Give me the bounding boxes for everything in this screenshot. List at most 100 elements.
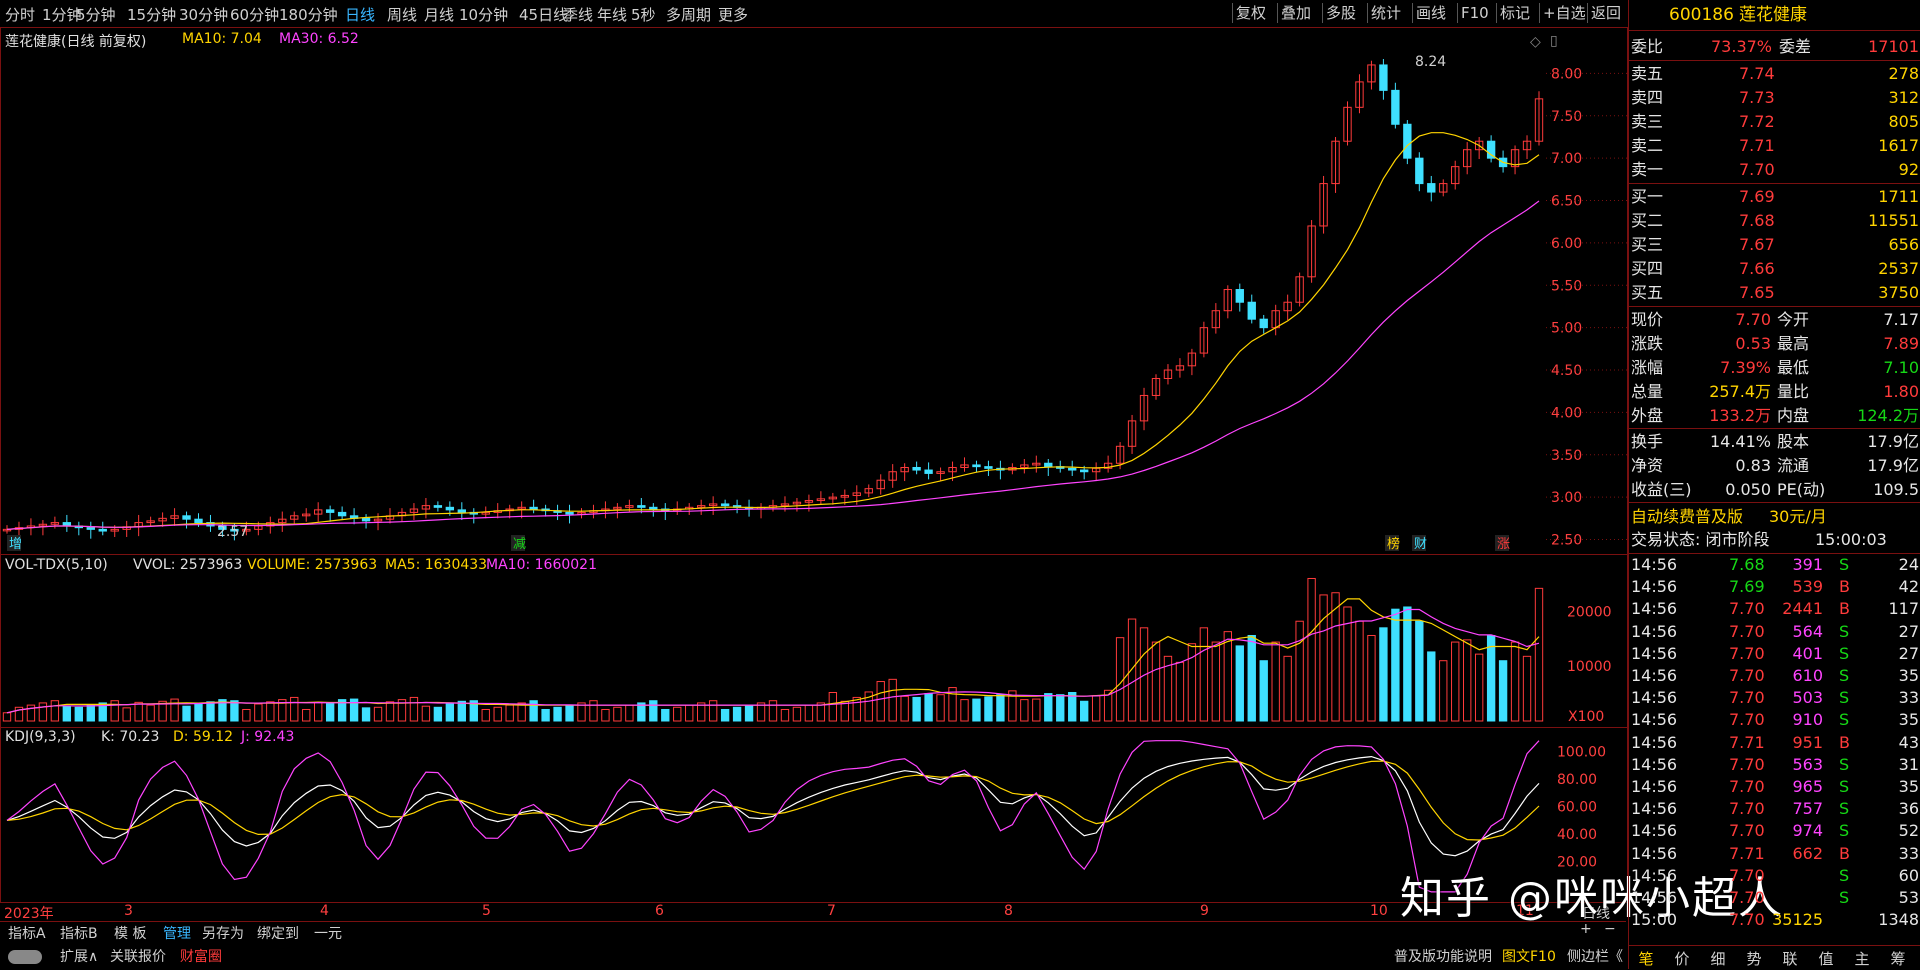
period-6[interactable]: 180分钟 — [279, 6, 338, 24]
date-tick-9: 11 — [1516, 903, 1534, 919]
toolbar-1[interactable]: 叠加 — [1277, 3, 1314, 23]
period-15[interactable]: 多周期 — [666, 6, 712, 24]
asks-row-4[interactable]: 卖一 7.70 92 — [1629, 158, 1920, 182]
toggle-switch[interactable] — [8, 950, 42, 964]
bottom-bar-2[interactable]: 财富圈 — [180, 949, 222, 965]
bids-row-0[interactable]: 买一 7.69 1711 — [1629, 185, 1920, 209]
period-5[interactable]: 60分钟 — [230, 6, 280, 24]
period-8[interactable]: 周线 — [387, 6, 418, 24]
bottom-right-2[interactable]: 侧边栏《 — [1567, 949, 1623, 965]
price-chart[interactable]: 8.00 7.50 7.00 6.50 6.00 5.50 5.00 4.50 4.00 3.50… — [0, 27, 1628, 555]
price-plot[interactable]: 8.00 7.50 7.00 6.50 6.00 5.50 5.00 4.50 4.00 3.50… — [1, 28, 1627, 554]
indicator-bar-6[interactable]: 一元 — [314, 926, 342, 942]
period-7[interactable]: 日线 — [345, 6, 376, 24]
period-11[interactable]: 45日线 — [519, 6, 569, 24]
bottom-right-0[interactable]: 普及版功能说明 — [1394, 949, 1492, 965]
toolbar-8[interactable]: 返回 — [1587, 3, 1624, 23]
bids-row-4[interactable]: 买五 7.65 3750 — [1629, 281, 1920, 305]
period-16[interactable]: 更多 — [718, 6, 749, 24]
period-14[interactable]: 5秒 — [631, 6, 656, 24]
volume-bar-50 — [601, 708, 610, 722]
side-tab-4[interactable]: 联 — [1782, 950, 1798, 968]
tick-time: 14:56 — [1631, 666, 1678, 685]
asks-row-3[interactable]: 卖二 7.71 1617 — [1629, 134, 1920, 158]
candle-101 — [1211, 310, 1221, 329]
toolbar-4[interactable]: 画线 — [1412, 3, 1449, 23]
toolbar-0[interactable]: 复权 — [1232, 3, 1269, 23]
period-10[interactable]: 10分钟 — [459, 6, 509, 24]
bids-row-1[interactable]: 买二 7.68 11551 — [1629, 209, 1920, 233]
indicator-bar-2[interactable]: 模 板 — [114, 926, 147, 942]
promo-price[interactable]: 30元/月 — [1769, 507, 1827, 526]
stats2-value-a: 0.050 — [1725, 480, 1771, 499]
bottom-right-1[interactable]: 图文F10 — [1502, 949, 1556, 965]
kdj-plot[interactable]: 100.00 80.00 60.00 40.00 20.00 — [1, 728, 1627, 902]
zoom-out-button[interactable]: − — [1604, 921, 1616, 937]
axis-mode[interactable]: 日线 — [1582, 906, 1610, 922]
side-tab-5[interactable]: 值 — [1818, 950, 1834, 968]
toolbar-5[interactable]: F10 — [1457, 3, 1492, 23]
candle-92 — [1103, 462, 1113, 469]
volume-bar-109 — [1307, 577, 1316, 722]
indicator-bar-3[interactable]: 管理 — [163, 926, 191, 942]
side-tab-7[interactable]: 筹 — [1890, 950, 1906, 968]
period-4[interactable]: 30分钟 — [179, 6, 229, 24]
promo-text[interactable]: 自动续费普及版 — [1631, 507, 1744, 526]
tick-volume: 563 — [1792, 754, 1823, 774]
period-2[interactable]: 5分钟 — [76, 6, 116, 24]
bids-row-3[interactable]: 买四 7.66 2537 — [1629, 257, 1920, 281]
expand-icon[interactable]: ◇ — [1530, 34, 1541, 50]
candle-127 — [1522, 140, 1532, 151]
period-9[interactable]: 月线 — [424, 6, 455, 24]
asks-row-1[interactable]: 卖四 7.73 312 — [1629, 86, 1920, 110]
volume-bar-125 — [1498, 660, 1508, 722]
volume-bar-57 — [685, 704, 694, 722]
tick-count: 24 — [1898, 555, 1919, 574]
side-tab-2[interactable]: 细 — [1710, 950, 1726, 968]
bottom-bar-1[interactable]: 关联报价 — [110, 949, 166, 965]
period-12[interactable]: 季线 — [563, 6, 594, 24]
tick-count: 35 — [1898, 777, 1919, 796]
volume-indicator-label[interactable]: VOL-TDX(5,10) — [5, 557, 108, 573]
tick-count: 33 — [1898, 843, 1919, 863]
bids-row-2[interactable]: 买三 7.67 656 — [1629, 233, 1920, 257]
bids-price: 7.69 — [1739, 187, 1775, 206]
volume-panel[interactable]: 20000 10000 VOL-TDX(5,10) VVOL: 2573963 V… — [0, 554, 1628, 728]
indicator-bar-5[interactable]: 绑定到 — [257, 926, 299, 942]
stats-value-b: 1.80 — [1883, 382, 1919, 401]
volume-bar-85 — [1020, 699, 1029, 722]
volume-plot[interactable]: 20000 10000 — [1, 555, 1627, 727]
toolbar-3[interactable]: 统计 — [1367, 3, 1404, 23]
volume-bar-71 — [852, 696, 861, 722]
kdj-panel[interactable]: 100.00 80.00 60.00 40.00 20.00 KDJ(9,3,3) K:… — [0, 727, 1628, 903]
indicator-bar-0[interactable]: 指标A — [8, 926, 46, 942]
asks-row-0[interactable]: 卖五 7.74 278 — [1629, 62, 1920, 86]
volume-bar-74 — [888, 678, 897, 722]
side-tab-3[interactable]: 势 — [1746, 950, 1762, 968]
window-icon[interactable]: ▯ — [1550, 33, 1558, 49]
period-0[interactable]: 分时 — [5, 6, 36, 24]
volume-bar-20 — [242, 708, 251, 722]
date-tick-0: 2023年 — [4, 906, 54, 922]
toolbar-6[interactable]: 标记 — [1496, 3, 1533, 23]
indicator-bar-4[interactable]: 另存为 — [202, 926, 244, 942]
date-tick-6: 8 — [1004, 903, 1013, 919]
period-3[interactable]: 15分钟 — [127, 6, 177, 24]
indicator-bar-1[interactable]: 指标B — [60, 926, 98, 942]
volume-bar-103 — [1235, 645, 1244, 722]
candle-96 — [1151, 378, 1161, 396]
side-tab-1[interactable]: 价 — [1674, 950, 1690, 968]
side-tab-6[interactable]: 主 — [1854, 950, 1870, 968]
toolbar-2[interactable]: 多股 — [1322, 3, 1359, 23]
volume-bar-84 — [1008, 690, 1017, 722]
toolbar-7[interactable]: +自选 — [1539, 3, 1589, 23]
kdj-indicator-label[interactable]: KDJ(9,3,3) — [5, 729, 76, 745]
zoom-in-button[interactable]: + — [1580, 921, 1592, 937]
date-tick-1: 3 — [124, 903, 133, 919]
tick-time: 14:56 — [1631, 643, 1678, 663]
period-13[interactable]: 年线 — [597, 6, 628, 24]
side-tab-0[interactable]: 笔 — [1638, 950, 1654, 968]
period-1[interactable]: 1分钟 — [42, 6, 82, 24]
asks-row-2[interactable]: 卖三 7.72 805 — [1629, 110, 1920, 134]
bottom-bar-0[interactable]: 扩展∧ — [60, 949, 99, 965]
